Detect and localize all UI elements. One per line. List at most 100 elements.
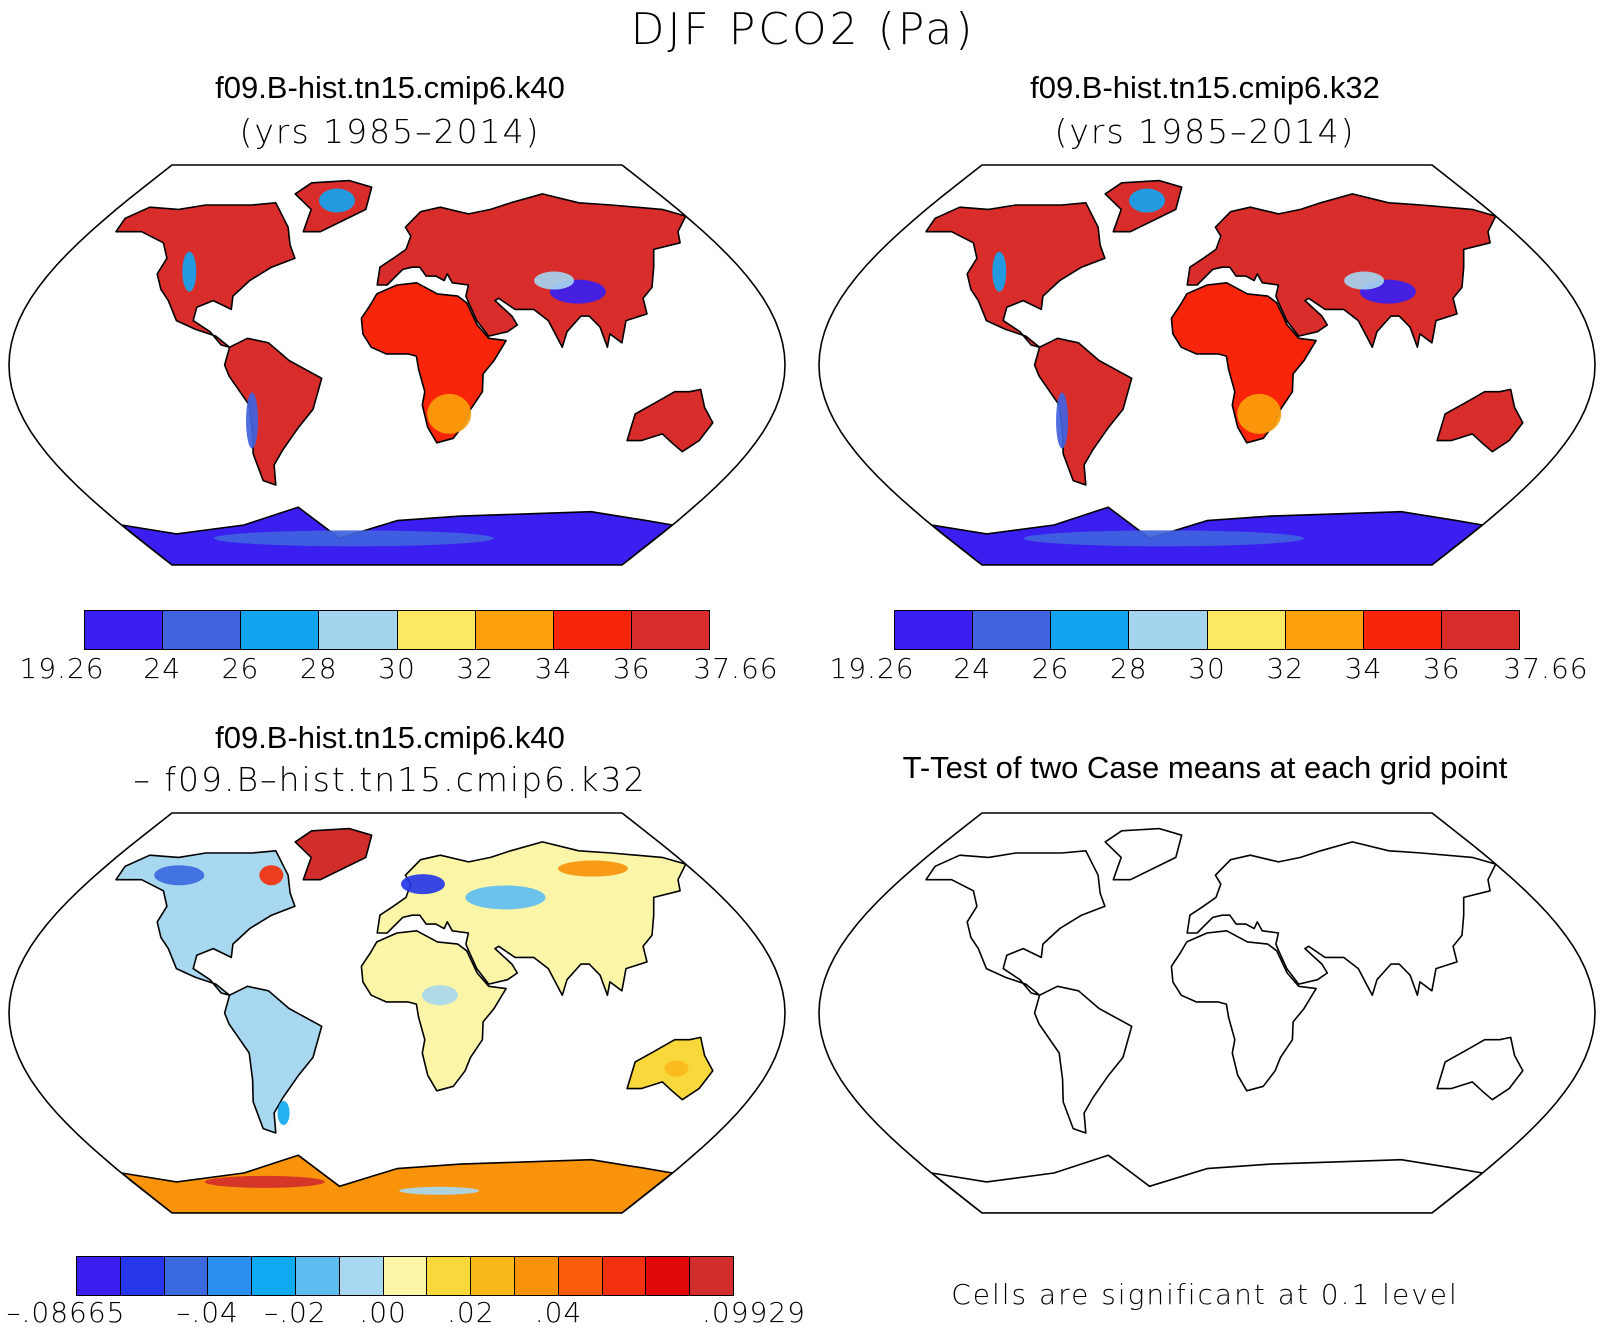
contour-region <box>992 251 1007 292</box>
colorbar-label: 30 <box>378 652 416 685</box>
colorbar-label: 30 <box>1188 652 1226 685</box>
continent-southAmerica <box>1033 985 1133 1134</box>
colorbar-label: 28 <box>1109 652 1148 685</box>
figure-title: DJF PCO2 (Pa) <box>630 4 976 55</box>
colorbar-label: 28 <box>299 652 338 685</box>
colorbar-label: 34 <box>1344 652 1383 685</box>
colorbar-label: 34 <box>534 652 573 685</box>
continent-africa <box>360 282 507 444</box>
colorbar-cell <box>252 1257 296 1295</box>
colorbar-cell <box>319 611 398 649</box>
map-frame <box>8 812 786 1214</box>
colorbar-label: 26 <box>1031 652 1070 685</box>
panel2-colorbar-labels: 19.26 24 26 28 30 32 34 36 37.66 <box>829 652 1587 686</box>
colorbar-label: 32 <box>1266 652 1305 685</box>
colorbar-cell <box>241 611 320 649</box>
continent-africa <box>1170 930 1317 1092</box>
colorbar-cell <box>895 611 974 649</box>
colorbar-cell <box>1441 611 1519 649</box>
colorbar-cell <box>77 1257 121 1295</box>
panel2-colorbar <box>894 610 1520 650</box>
contour-region <box>534 271 575 290</box>
contour-region <box>204 1175 325 1188</box>
colorbar-label: –.08665 <box>6 1296 126 1329</box>
colorbar-label: 36 <box>612 652 651 685</box>
contour-region <box>154 865 205 886</box>
panel3-subtitle: – f09.B–hist.tn15.cmip6.k32 <box>133 760 647 799</box>
panel2-title: f09.B-hist.tn15.cmip6.k32 <box>1030 70 1380 105</box>
colorbar-cell <box>1129 611 1208 649</box>
contour-region <box>1237 393 1282 434</box>
contour-region <box>1129 188 1166 213</box>
map-frame <box>818 812 1596 1214</box>
contour-region <box>664 1060 689 1077</box>
contour-region <box>1023 530 1304 547</box>
colorbar-cell <box>553 611 632 649</box>
colorbar-label: 37.66 <box>693 652 779 685</box>
panel1-map <box>8 164 786 566</box>
colorbar-label: .04 <box>534 1296 583 1329</box>
map-frame <box>8 164 786 566</box>
contour-region <box>259 865 284 886</box>
colorbar-cell <box>120 1257 165 1295</box>
colorbar-label: 37.66 <box>1503 652 1589 685</box>
contour-region <box>427 393 472 434</box>
panel1-colorbar-labels: 19.26 24 26 28 30 32 34 36 37.66 <box>19 652 777 686</box>
continent-eurasia <box>1186 193 1497 348</box>
panel2-map <box>818 164 1596 566</box>
continent-northAmerica <box>115 202 296 348</box>
colorbar-cell <box>631 611 709 649</box>
colorbar-label: 24 <box>953 652 992 685</box>
continent-australia <box>1436 388 1524 453</box>
contour-region <box>246 392 259 449</box>
colorbar-cell <box>163 611 242 649</box>
colorbar-cell <box>1051 611 1130 649</box>
contour-region <box>465 885 546 910</box>
colorbar-cell <box>164 1257 209 1295</box>
contour-region <box>1056 392 1069 449</box>
colorbar-cell <box>973 611 1052 649</box>
colorbar-cell <box>558 1257 603 1295</box>
contour-region <box>277 1101 290 1125</box>
colorbar-cell <box>208 1257 253 1295</box>
continent-africa <box>360 930 507 1092</box>
colorbar-label: –.02 <box>264 1296 327 1329</box>
continent-southAmerica <box>1033 337 1133 486</box>
panel1-colorbar <box>84 610 710 650</box>
colorbar-cell <box>1363 611 1442 649</box>
contour-region <box>319 188 356 213</box>
colorbar-cell <box>475 611 554 649</box>
colorbar-label: .09929 <box>702 1296 806 1329</box>
colorbar-cell <box>85 611 164 649</box>
contour-region <box>1344 271 1385 290</box>
colorbar-label: 19.26 <box>19 652 105 685</box>
colorbar-cell <box>471 1257 515 1295</box>
colorbar-cell <box>397 611 476 649</box>
colorbar-label: .02 <box>447 1296 495 1329</box>
continent-greenland <box>294 827 373 881</box>
continent-greenland <box>1104 827 1183 881</box>
continent-eurasia <box>376 841 687 996</box>
colorbar-label: 19.26 <box>829 652 915 685</box>
contour-region <box>557 860 628 877</box>
panel3-map <box>8 812 786 1214</box>
panel2-subtitle: (yrs 1985–2014) <box>1054 112 1356 151</box>
continent-southAmerica <box>223 337 323 486</box>
colorbar-cell <box>1285 611 1364 649</box>
colorbar-label: 26 <box>221 652 260 685</box>
continent-australia <box>1436 1036 1524 1101</box>
panel4-title: T-Test of two Case means at each grid po… <box>902 750 1508 785</box>
contour-region <box>421 985 458 1006</box>
continent-northAmerica <box>115 850 296 996</box>
colorbar-cell <box>339 1257 384 1295</box>
map-frame <box>818 164 1596 566</box>
colorbar-cell <box>295 1257 340 1295</box>
colorbar-label: 36 <box>1422 652 1461 685</box>
panel3-colorbar-labels: –.08665 –.04 –.02 .00 .02 .04 .09929 <box>7 1296 805 1330</box>
panel1-subtitle: (yrs 1985–2014) <box>239 112 541 151</box>
colorbar-cell <box>1207 611 1286 649</box>
panel3-colorbar <box>76 1256 734 1296</box>
colorbar-label: .00 <box>359 1296 407 1329</box>
panel3-title: f09.B-hist.tn15.cmip6.k40 <box>215 720 565 755</box>
colorbar-label: 32 <box>456 652 495 685</box>
